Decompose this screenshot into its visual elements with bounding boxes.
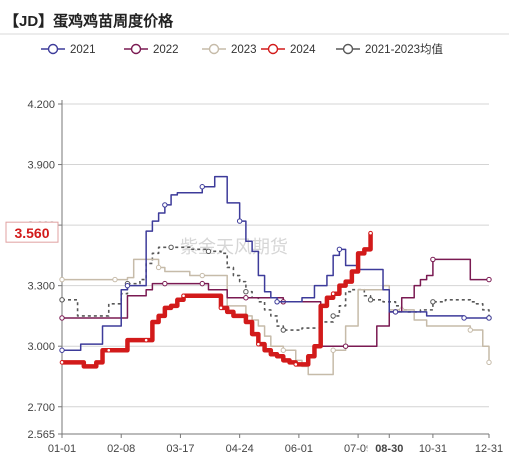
legend-item-2022[interactable]: 2022 — [124, 43, 179, 56]
grid — [62, 103, 489, 435]
x-tick-label-1: 02-08 — [107, 443, 135, 455]
legend-label-2023: 2023 — [231, 44, 257, 56]
series-point-2021-30 — [274, 299, 280, 305]
legend-marker-2022 — [130, 43, 142, 55]
x-tick-label-0: 01-01 — [48, 443, 76, 455]
series-point-2021-50 — [486, 315, 492, 321]
legend-item-2023[interactable]: 2023 — [202, 43, 257, 56]
series-point-2021-2023均值-24 — [243, 289, 249, 295]
legend-marker-2024 — [267, 43, 279, 55]
series-point-2021-0 — [59, 347, 65, 353]
series-point-2021-2023均值-42 — [367, 297, 374, 303]
series-point-2022-42 — [430, 256, 436, 263]
legend-label-2024: 2024 — [290, 44, 316, 56]
series-point-2021-36 — [336, 246, 343, 253]
legend-item-2024[interactable]: 2024 — [261, 43, 316, 56]
ticks: 4.2003.9003.6003.3003.0002.7002.56501-01… — [5, 99, 503, 456]
series-point-2023-51 — [486, 359, 492, 366]
series-point-2021-2023均值-0 — [59, 297, 65, 303]
series-point-2021-42 — [392, 309, 399, 315]
series-point-2023-36 — [330, 347, 336, 353]
series-point-2022-30 — [342, 343, 349, 349]
series-point-2022-47 — [486, 276, 492, 283]
series-point-2021-6 — [124, 282, 131, 289]
series-point-2024-24 — [218, 305, 224, 311]
series-point-2023-12 — [155, 264, 162, 271]
y-tick-label-1: 3.900 — [27, 160, 55, 172]
series-line-2021 — [62, 175, 489, 351]
y-highlight-label: 3.560 — [14, 225, 49, 241]
series-point-2022-18 — [243, 295, 249, 301]
series-point-2021-12 — [162, 202, 168, 208]
legend-marker-2023 — [208, 43, 220, 55]
series-point-2021-48 — [461, 315, 467, 321]
x-tick-label-4: 06-01 — [285, 443, 313, 455]
y-tick-label-5: 2.700 — [27, 402, 55, 414]
series-point-2023-30 — [280, 347, 286, 353]
y-tick-label-4: 3.000 — [27, 341, 55, 353]
y-tick-label-6: 2.565 — [27, 429, 55, 441]
y-highlight-box — [5, 221, 59, 243]
axes — [61, 100, 489, 435]
x-highlight-bg — [367, 438, 412, 456]
x-tick-label-7: 10-31 — [419, 443, 447, 455]
legend-label-2021-2023均值: 2021-2023均值 — [365, 43, 443, 56]
y-tick-label-0: 4.200 — [27, 99, 55, 111]
x-tick-label-8: 12-31 — [475, 443, 503, 455]
legend: 2021 2022 2023 2024 2021-2023均值 — [41, 43, 443, 56]
series-point-2024-12 — [143, 337, 149, 343]
legend-item-2021-2023均值[interactable]: 2021-2023均值 — [336, 43, 443, 56]
chart-title: 【JD】蛋鸡鸡苗周度价格 — [4, 12, 174, 30]
series-point-2024-36 — [293, 362, 299, 367]
series-point-2021-2023均值-30 — [280, 327, 286, 333]
legend-label-2021: 2021 — [70, 44, 96, 56]
series-point-2021-2023均值-12 — [168, 244, 174, 251]
series-point-2021-24 — [236, 218, 243, 224]
legend-item-2021[interactable]: 2021 — [41, 43, 96, 56]
series-point-2023-48 — [467, 327, 473, 333]
legend-marker-2021 — [47, 43, 59, 55]
watermark: 紫金天风期货 — [180, 237, 288, 258]
x-tick-label-6: 08-30 — [375, 443, 403, 455]
series-point-2023-0 — [59, 276, 65, 283]
series-point-2023-18 — [199, 272, 205, 279]
x-tick-label-2: 03-17 — [166, 443, 194, 455]
series-point-2024-30 — [256, 341, 261, 347]
series-point-2024-42 — [330, 291, 336, 297]
x-tick-label-5: 07-09 — [344, 443, 372, 455]
y-tick-label-3: 3.300 — [27, 281, 55, 293]
series-point-2024-48 — [368, 230, 373, 236]
series-point-2022-0 — [59, 315, 65, 321]
legend-marker-2021-2023均值 — [342, 43, 354, 55]
series-point-2021-2023均值-18 — [205, 248, 212, 255]
series-point-2022-12 — [199, 280, 205, 287]
series-layer — [59, 175, 492, 376]
series-point-2021-2023均值-48 — [430, 299, 436, 305]
series-point-2021-18 — [199, 184, 205, 190]
series-line-2023 — [62, 258, 490, 376]
series-point-2023-6 — [112, 276, 118, 283]
series-line-2021-2023均值 — [62, 246, 490, 331]
series-point-2021-2023均值-36 — [330, 313, 336, 319]
series-line-2024 — [62, 233, 373, 369]
series-point-2024-0 — [59, 360, 65, 365]
x-tick-label-3: 04-24 — [226, 443, 254, 455]
legend-label-2022: 2022 — [153, 44, 179, 56]
series-point-2024-18 — [181, 293, 186, 299]
series-point-2022-6 — [162, 280, 168, 287]
series-point-2024-6 — [106, 347, 112, 353]
